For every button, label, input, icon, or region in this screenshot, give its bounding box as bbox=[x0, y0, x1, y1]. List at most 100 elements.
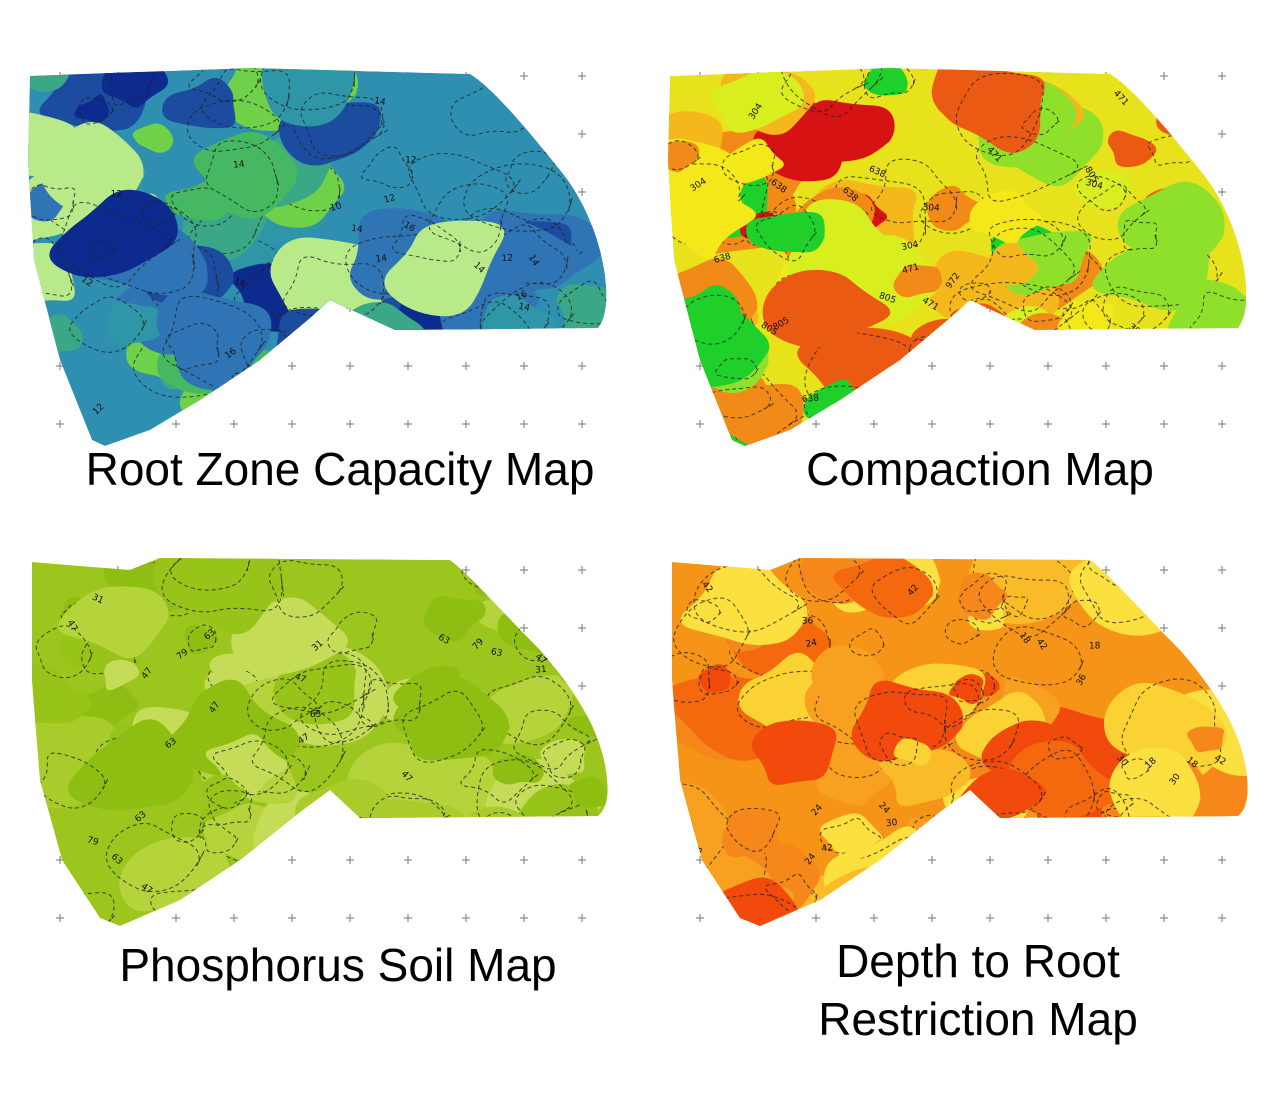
color-zone bbox=[231, 597, 357, 677]
contour-value-label: 304 bbox=[922, 203, 940, 214]
grid-cross bbox=[404, 362, 412, 370]
contour-value-label: 10 bbox=[329, 201, 343, 214]
color-zone bbox=[105, 301, 173, 345]
color-zone bbox=[680, 558, 812, 646]
compaction-caption: Compaction Map bbox=[806, 443, 1154, 495]
contour-line bbox=[555, 650, 608, 682]
contour-line bbox=[1077, 183, 1150, 241]
grid-cross bbox=[520, 856, 528, 864]
color-zone bbox=[893, 264, 943, 298]
color-zone bbox=[316, 330, 397, 392]
color-zone bbox=[1124, 566, 1169, 608]
color-zone bbox=[1144, 558, 1208, 581]
contour-value-label: 30 bbox=[996, 883, 1009, 895]
color-zone bbox=[403, 677, 512, 761]
contour-line bbox=[668, 162, 769, 245]
root-zone-capacity-panel: 16 14 12 12 14 12 10 10 14 14 12 14 12 16 16 16 12 12 12 14… bbox=[0, 0, 640, 540]
grid-cross bbox=[928, 914, 936, 922]
field-surface bbox=[672, 558, 1248, 926]
depth-to-root-caption: Depth to Root Restriction Map bbox=[640, 932, 1280, 1048]
contour-line bbox=[959, 572, 1007, 613]
contour-line bbox=[105, 822, 205, 893]
contour-line bbox=[59, 201, 181, 288]
contour-line bbox=[89, 240, 118, 260]
grid-cross bbox=[462, 566, 470, 574]
contour-value-label: 24 bbox=[805, 638, 818, 650]
grid-cross bbox=[462, 420, 470, 428]
contour-value-label: 47 bbox=[293, 672, 307, 686]
contour-value-label: 30 bbox=[885, 818, 898, 829]
contour-line bbox=[300, 660, 390, 735]
color-zone bbox=[548, 882, 598, 915]
contour-line bbox=[460, 749, 539, 803]
grid-cross bbox=[812, 420, 820, 428]
color-zone bbox=[1178, 876, 1248, 926]
contour-line bbox=[1079, 558, 1177, 624]
grid-cross bbox=[1218, 682, 1226, 690]
depth-to-root-restriction-map: 4236302418364230241836304218243630184224… bbox=[672, 558, 1248, 926]
contour-line bbox=[1076, 175, 1127, 212]
phosphorus-panel: 47 79 63 63 31 47 63 47 31 63 79 47 63 47 31 63 47 31 47 63… bbox=[0, 540, 640, 1109]
color-zone bbox=[668, 178, 766, 259]
grid-cross bbox=[230, 914, 238, 922]
grid-cross bbox=[1218, 624, 1226, 632]
grid-cross bbox=[1102, 420, 1110, 428]
contour-line bbox=[225, 379, 267, 414]
color-zone bbox=[911, 318, 990, 389]
contour-line bbox=[271, 663, 376, 714]
color-zone bbox=[1079, 391, 1127, 433]
contour-line bbox=[370, 381, 426, 426]
color-zone bbox=[261, 68, 358, 127]
contour-line bbox=[38, 752, 108, 809]
color-zone bbox=[1168, 279, 1247, 357]
color-zone bbox=[58, 586, 173, 659]
contour-line bbox=[1004, 220, 1091, 296]
contour-line bbox=[1104, 243, 1223, 307]
contour-line bbox=[428, 183, 509, 253]
color-zone bbox=[462, 558, 547, 597]
contour-line bbox=[721, 143, 776, 187]
contour-line bbox=[1047, 736, 1083, 760]
contour-line bbox=[225, 364, 315, 425]
contour-line bbox=[360, 146, 414, 189]
contour-line bbox=[698, 667, 740, 695]
contour-line bbox=[1041, 846, 1098, 891]
contour-line bbox=[268, 560, 345, 618]
contour-line bbox=[976, 136, 1088, 202]
color-zone bbox=[1018, 860, 1120, 926]
contour-line bbox=[1121, 758, 1150, 780]
grid-cross bbox=[1102, 362, 1110, 370]
grid-cross bbox=[870, 914, 878, 922]
contour-line bbox=[535, 369, 600, 414]
color-zone bbox=[327, 403, 375, 428]
contour-line bbox=[955, 72, 1044, 156]
contour-line bbox=[1142, 68, 1247, 103]
contour-line bbox=[871, 567, 940, 625]
color-zone bbox=[104, 659, 141, 691]
contour-value-label: 79 bbox=[86, 835, 100, 848]
contour-value-label: 31 bbox=[481, 818, 496, 833]
contour-line bbox=[324, 868, 439, 926]
grid-cross bbox=[578, 130, 586, 138]
color-zone bbox=[668, 141, 701, 173]
color-zone bbox=[49, 189, 183, 278]
contour-value-label: 36 bbox=[1204, 891, 1217, 902]
color-zone bbox=[423, 595, 488, 642]
color-zone bbox=[520, 561, 608, 646]
contour-line bbox=[188, 205, 264, 255]
contour-line bbox=[1101, 808, 1132, 831]
contour-value-label: 14 bbox=[375, 254, 388, 265]
contour-line bbox=[150, 888, 222, 926]
color-zone bbox=[556, 284, 607, 336]
color-zone bbox=[1109, 747, 1202, 832]
color-zone bbox=[1028, 837, 1104, 898]
contour-line bbox=[972, 597, 1011, 624]
contour-line bbox=[463, 163, 573, 232]
contour-line bbox=[1121, 678, 1223, 770]
contour-value-label: 36 bbox=[1168, 848, 1183, 863]
contour-value-label: 31 bbox=[268, 851, 283, 866]
contour-line bbox=[781, 68, 869, 113]
contour-value-label: 14 bbox=[233, 160, 246, 171]
color-zone bbox=[184, 625, 221, 655]
